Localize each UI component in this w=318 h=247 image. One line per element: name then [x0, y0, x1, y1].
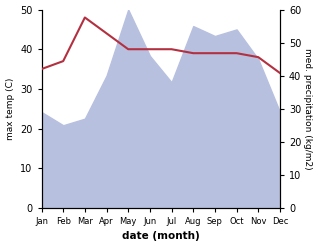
Y-axis label: med. precipitation (kg/m2): med. precipitation (kg/m2)	[303, 48, 313, 169]
Y-axis label: max temp (C): max temp (C)	[5, 78, 15, 140]
X-axis label: date (month): date (month)	[122, 231, 200, 242]
